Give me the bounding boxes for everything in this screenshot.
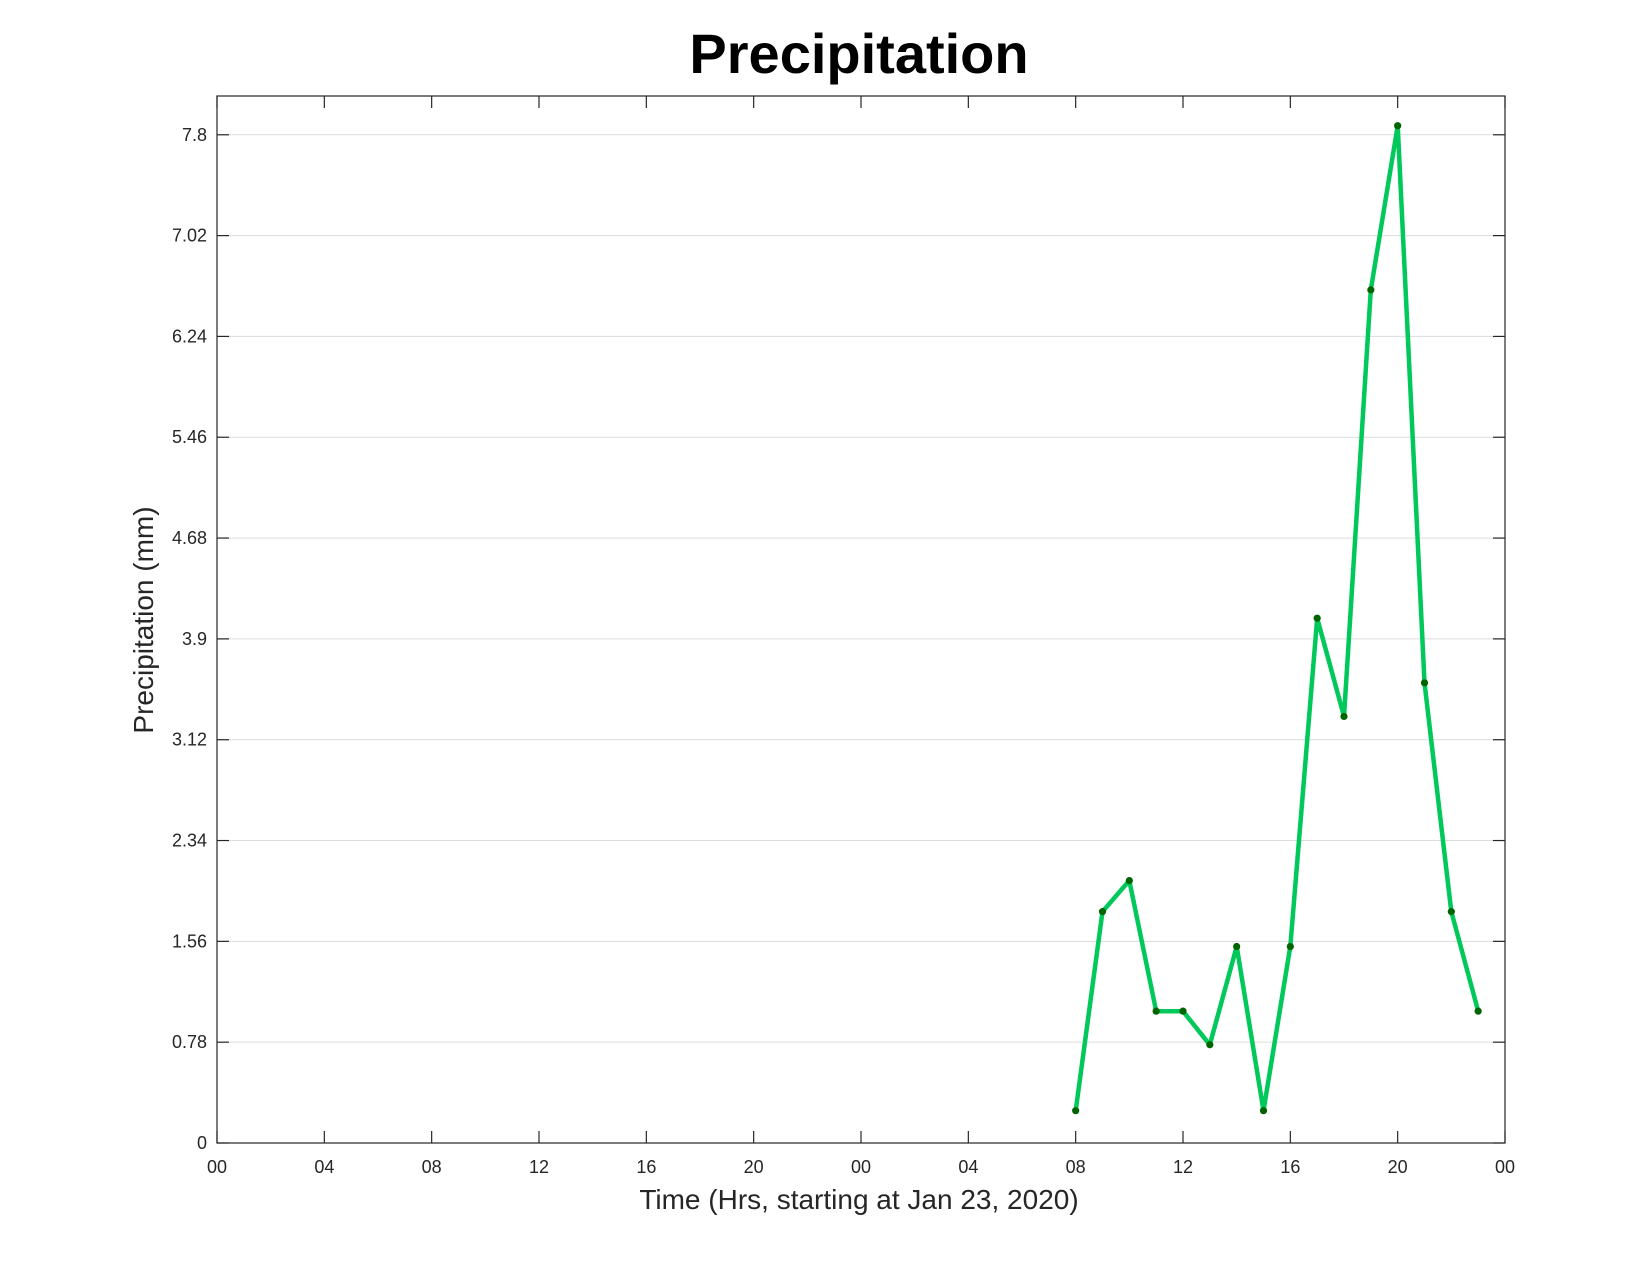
x-tick-label: 08: [1066, 1157, 1086, 1177]
data-point: [1152, 1007, 1160, 1015]
data-point: [1394, 122, 1402, 130]
x-axis-title: Time (Hrs, starting at Jan 23, 2020): [639, 1184, 1078, 1215]
data-point: [1125, 877, 1133, 885]
x-tick-label: 04: [314, 1157, 334, 1177]
x-tick-label: 20: [1388, 1157, 1408, 1177]
data-point: [1072, 1107, 1080, 1115]
series-markers: [1072, 122, 1482, 1115]
y-tick-label: 7.02: [172, 226, 207, 246]
y-tick-label: 3.9: [182, 629, 207, 649]
series-line: [1073, 123, 1481, 1113]
data-point: [1098, 908, 1107, 916]
x-tick-label: 12: [529, 1157, 549, 1177]
y-axis-title: Precipitation (mm): [128, 506, 159, 733]
x-tick-label: 00: [851, 1157, 871, 1177]
data-point: [1420, 679, 1429, 687]
data-point: [1340, 712, 1348, 721]
y-tick-label: 2.34: [172, 831, 207, 851]
x-tick-label: 00: [1495, 1157, 1515, 1177]
x-tick-label: 16: [1280, 1157, 1300, 1177]
x-tick-label: 20: [744, 1157, 764, 1177]
data-point: [1367, 286, 1375, 294]
data-point: [1259, 1107, 1268, 1115]
y-tick-label: 3.12: [172, 730, 207, 750]
data-point: [1447, 908, 1455, 916]
y-tick-label: 0.78: [172, 1032, 207, 1052]
data-point: [1313, 614, 1321, 622]
x-tick-label: 16: [636, 1157, 656, 1177]
y-tick-label: 6.24: [172, 326, 207, 346]
data-point: [1179, 1007, 1187, 1015]
data-point: [1474, 1007, 1482, 1015]
data-point: [1206, 1041, 1214, 1049]
grid-lines: [217, 134, 1505, 1043]
y-tick-labels: 0 0.78 1.56 2.34 3.12 3.9 4.68 5.46 6.24 7.02 7.8: [172, 125, 207, 1153]
x-tick-label: 12: [1173, 1157, 1193, 1177]
y-tick-label: 4.68: [172, 528, 207, 548]
x-tick-label: 04: [958, 1157, 978, 1177]
plot-area-frame: [216, 95, 1506, 1144]
axis-ticks: [216, 96, 1506, 1144]
chart-title: Precipitation: [689, 22, 1028, 85]
y-tick-label: 5.46: [172, 427, 207, 447]
y-tick-label: 1.56: [172, 931, 207, 951]
data-point: [1286, 942, 1294, 951]
x-tick-labels: 00 04 08 12 16 20 00 04 08 12 16 20 00: [207, 1157, 1515, 1177]
x-tick-label: 08: [422, 1157, 442, 1177]
x-tick-label: 00: [207, 1157, 227, 1177]
y-tick-label: 0: [197, 1133, 207, 1153]
data-point: [1233, 942, 1241, 951]
y-tick-label: 7.8: [182, 125, 207, 145]
series-lines: [1073, 123, 1481, 1113]
